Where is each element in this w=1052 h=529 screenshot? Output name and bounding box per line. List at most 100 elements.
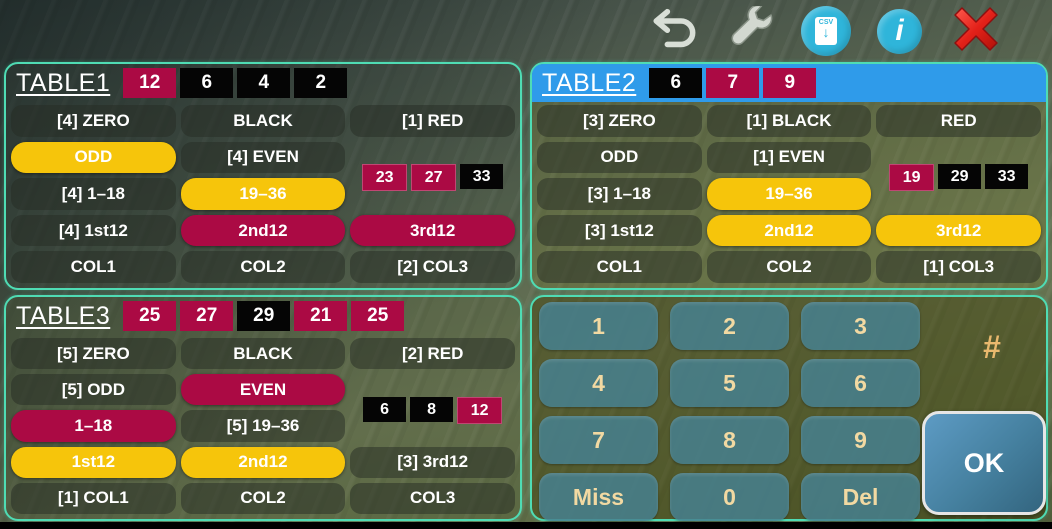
key-7[interactable]: 7 (539, 416, 658, 464)
bet-col2[interactable]: COL2 (180, 482, 346, 515)
key-del[interactable]: Del (801, 473, 920, 521)
bet-col2[interactable]: COL2 (706, 251, 872, 283)
bet-col2[interactable]: COL2 (180, 251, 346, 283)
table3-title[interactable]: TABLE3 (16, 301, 111, 330)
bet-zero[interactable]: [5] ZERO (11, 338, 176, 370)
recent-number: 19 (889, 164, 935, 191)
bet-1st12[interactable]: [4] 1st12 (11, 214, 176, 247)
history-number: 12 (123, 68, 177, 98)
key-1[interactable]: 1 (539, 302, 658, 350)
table-row: [5] ZERO BLACK [2] RED (11, 338, 515, 370)
bet-1-18[interactable]: [3] 1–18 (537, 178, 702, 210)
bet-19-36[interactable]: 19–36 (180, 178, 346, 210)
key-0[interactable]: 0 (670, 473, 789, 521)
bet-col3[interactable]: [2] COL3 (350, 251, 515, 283)
bet-3rd12[interactable]: 3rd12 (876, 214, 1041, 247)
history-number: 29 (237, 301, 291, 331)
bet-col1[interactable]: [1] COL1 (11, 482, 176, 515)
history-number: 6 (180, 68, 234, 98)
history-number: 7 (706, 68, 760, 98)
bet-even[interactable]: [1] EVEN (706, 141, 872, 174)
recent-number: 27 (411, 164, 457, 191)
keypad-panel: 1 2 3 4 5 6 7 8 9 Miss 0 Del # OK (530, 295, 1048, 521)
bet-zero[interactable]: [3] ZERO (537, 105, 702, 137)
table-row: 1–18 [5] 19–36 (11, 410, 515, 442)
bet-zero[interactable]: [4] ZERO (11, 105, 176, 137)
bet-odd[interactable]: ODD (537, 141, 702, 174)
bet-19-36[interactable]: 19–36 (706, 178, 872, 210)
bet-even[interactable]: [4] EVEN (180, 141, 346, 174)
settings-button[interactable] (727, 4, 775, 57)
undo-button[interactable] (651, 8, 701, 55)
table2-title[interactable]: TABLE2 (542, 68, 637, 97)
undo-icon (651, 8, 701, 55)
bet-1-18[interactable]: 1–18 (11, 410, 176, 442)
recent-number: 33 (460, 164, 504, 189)
key-miss[interactable]: Miss (539, 473, 658, 521)
bet-3rd12[interactable]: [3] 3rd12 (350, 446, 515, 478)
key-2[interactable]: 2 (670, 302, 789, 350)
bet-black[interactable]: [1] BLACK (706, 105, 872, 137)
bet-3rd12[interactable]: 3rd12 (350, 214, 515, 247)
recent-number: 12 (457, 397, 503, 424)
table-row: COL1 COL2 [2] COL3 (11, 251, 515, 283)
bet-even[interactable]: EVEN (180, 374, 346, 406)
table-row: ODD [1] EVEN (537, 141, 1041, 174)
bet-1-18[interactable]: [4] 1–18 (11, 178, 176, 210)
close-button[interactable] (948, 5, 1004, 58)
bet-black[interactable]: BLACK (180, 338, 346, 370)
bet-2nd12[interactable]: 2nd12 (180, 214, 346, 247)
table3-history: 25 27 29 21 25 (123, 301, 405, 331)
table2-bets: 19 29 33 [3] ZERO [1] BLACK RED ODD [1] EVEN [3… (532, 102, 1046, 288)
key-8[interactable]: 8 (670, 416, 789, 464)
keypad-keys: 1 2 3 4 5 6 7 8 9 Miss 0 Del (539, 302, 920, 521)
bet-red[interactable]: [2] RED (350, 338, 515, 370)
bet-col3[interactable]: COL3 (350, 482, 515, 515)
history-number: 4 (237, 68, 291, 98)
key-6[interactable]: 6 (801, 359, 920, 407)
bet-red[interactable]: RED (876, 105, 1041, 137)
bet-col1[interactable]: COL1 (11, 251, 176, 283)
key-4[interactable]: 4 (539, 359, 658, 407)
bet-1st12[interactable]: 1st12 (11, 446, 176, 478)
recent-number: 33 (985, 164, 1029, 189)
key-3[interactable]: 3 (801, 302, 920, 350)
table-row: [3] 1–18 19–36 (537, 178, 1041, 210)
hash-label: # (983, 329, 1001, 365)
history-number: 6 (649, 68, 703, 98)
bet-1st12[interactable]: [3] 1st12 (537, 214, 702, 247)
bet-odd[interactable]: [5] ODD (11, 374, 176, 406)
table1-bets: 23 27 33 [4] ZERO BLACK [1] RED ODD [4] EVEN [4… (6, 102, 520, 288)
close-icon (948, 5, 1004, 58)
ok-button[interactable]: OK (922, 411, 1046, 515)
table3-recent-numbers: 6 8 12 (348, 397, 518, 424)
table-row: [4] 1st12 2nd12 3rd12 (11, 214, 515, 247)
table-row: ODD [4] EVEN (11, 141, 515, 174)
bet-red[interactable]: [1] RED (350, 105, 515, 137)
table1-header: TABLE1 12 6 4 2 (6, 64, 520, 102)
key-5[interactable]: 5 (670, 359, 789, 407)
table-row: [3] ZERO [1] BLACK RED (537, 105, 1041, 137)
history-number: 27 (180, 301, 234, 331)
csv-export-button[interactable]: CSV ↓ (801, 6, 851, 56)
bet-col1[interactable]: COL1 (537, 251, 702, 283)
info-button[interactable]: i (877, 8, 922, 54)
bet-col3[interactable]: [1] COL3 (876, 251, 1041, 283)
table3-bets: 6 8 12 [5] ZERO BLACK [2] RED [5] ODD EVEN 1–18… (6, 335, 520, 519)
csv-export-icon: CSV ↓ (801, 6, 851, 56)
history-number: 9 (763, 68, 817, 98)
history-number: 25 (123, 301, 177, 331)
bet-19-36[interactable]: [5] 19–36 (180, 410, 346, 442)
table1-history: 12 6 4 2 (123, 68, 348, 98)
bet-odd[interactable]: ODD (11, 141, 176, 174)
key-9[interactable]: 9 (801, 416, 920, 464)
table1-panel: TABLE1 12 6 4 2 23 27 33 [4] ZERO BLACK [1] RED… (4, 62, 522, 290)
table1-recent-numbers: 23 27 33 (348, 164, 518, 191)
toolbar: CSV ↓ i (651, 0, 1052, 62)
bet-2nd12[interactable]: 2nd12 (706, 214, 872, 247)
bet-black[interactable]: BLACK (180, 105, 346, 137)
bet-2nd12[interactable]: 2nd12 (180, 446, 346, 478)
table1-title[interactable]: TABLE1 (16, 68, 111, 97)
